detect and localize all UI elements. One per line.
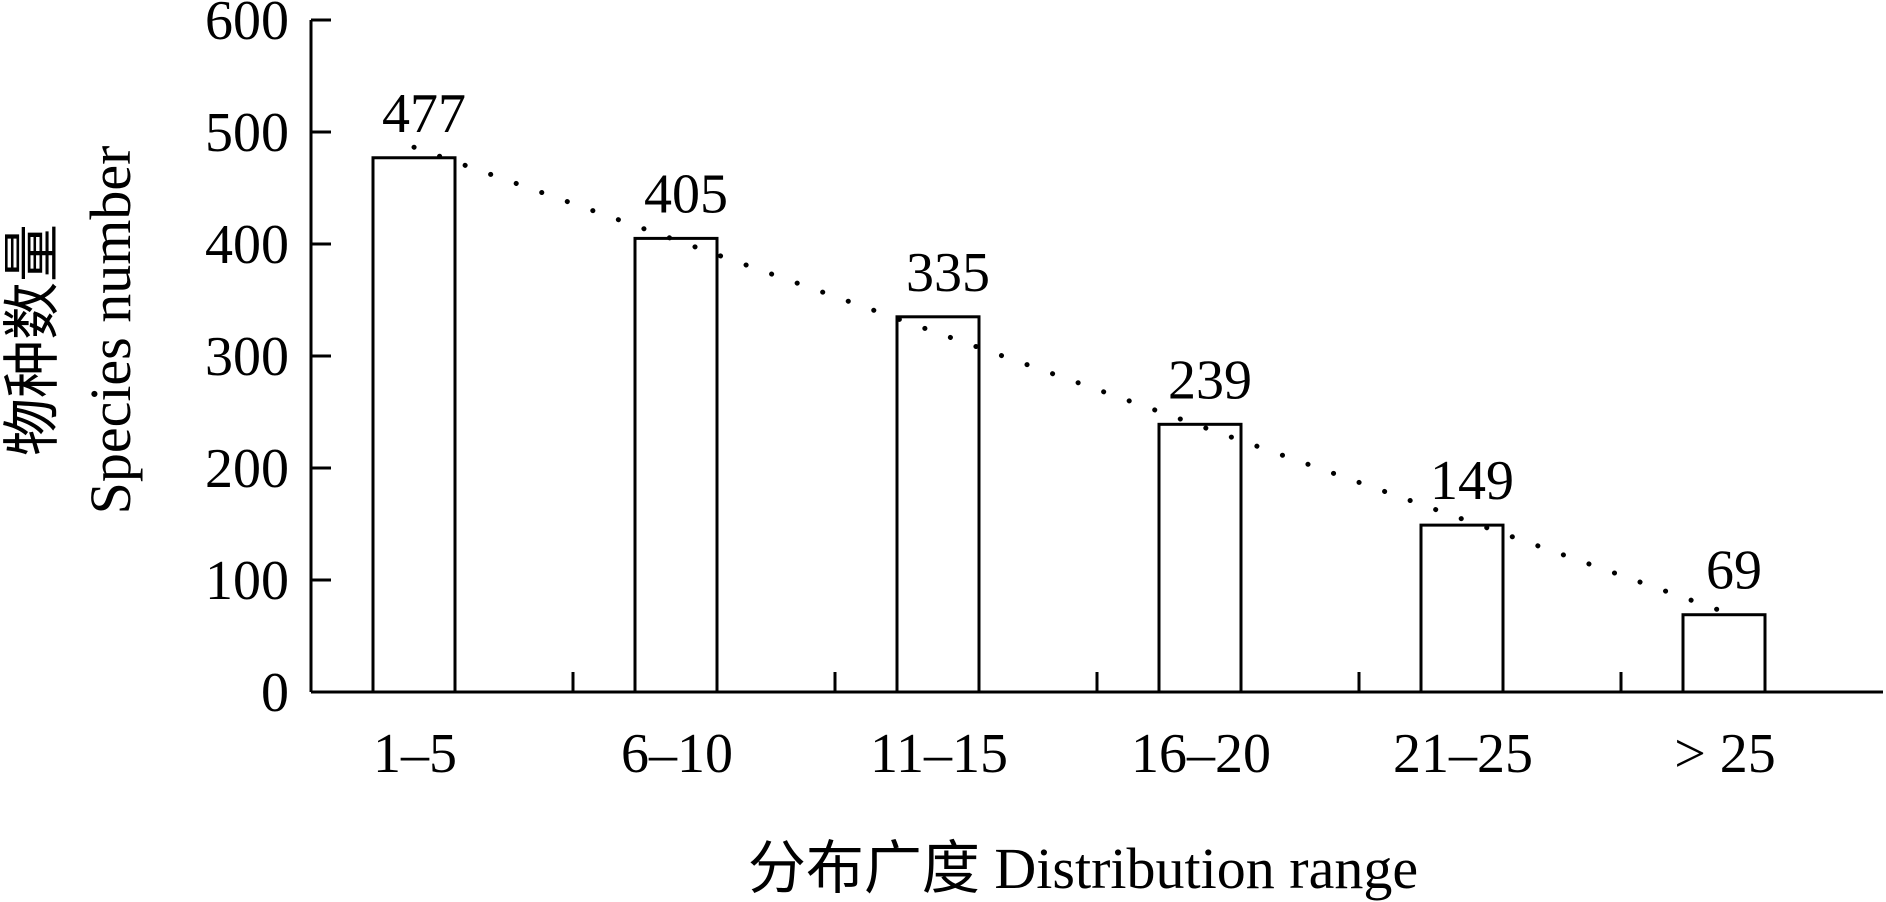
y-tick-label: 200 xyxy=(205,438,289,500)
data-label: 149 xyxy=(1430,450,1514,512)
y-axis-title-en: Species number xyxy=(78,146,143,515)
x-tick-label: > 25 xyxy=(1674,723,1776,785)
y-tick-label: 500 xyxy=(205,102,289,164)
x-tick-label: 11–15 xyxy=(870,723,1008,785)
y-axis-title: 物种数量 Species number xyxy=(0,146,143,515)
y-tick-label: 600 xyxy=(205,0,289,52)
y-tick-label: 400 xyxy=(205,214,289,276)
y-tick-label: 300 xyxy=(205,326,289,388)
x-tick-label: 21–25 xyxy=(1393,723,1533,785)
y-tick-label: 0 xyxy=(261,662,289,724)
x-tick-label: 1–5 xyxy=(373,723,457,785)
bar xyxy=(1681,613,1767,694)
bar xyxy=(633,236,719,694)
data-label: 405 xyxy=(644,163,728,225)
plot-area: 0 100 200 300 400 500 600 477 1–5 405 6–10 335 11–15… xyxy=(205,0,1883,785)
data-label: 69 xyxy=(1706,540,1762,602)
data-label: 335 xyxy=(906,242,990,304)
x-tick-label: 6–10 xyxy=(621,723,733,785)
bar xyxy=(1157,422,1243,694)
x-axis-title: 分布广度 Distribution range xyxy=(748,836,1418,901)
y-tick-label: 100 xyxy=(205,550,289,612)
y-axis-title-cn: 物种数量 xyxy=(0,224,65,456)
bar xyxy=(1419,523,1505,694)
bar xyxy=(895,315,981,694)
bar xyxy=(371,156,457,694)
data-label: 239 xyxy=(1168,349,1252,411)
x-tick-label: 16–20 xyxy=(1131,723,1271,785)
trendline xyxy=(411,144,1727,615)
data-label: 477 xyxy=(382,83,466,145)
